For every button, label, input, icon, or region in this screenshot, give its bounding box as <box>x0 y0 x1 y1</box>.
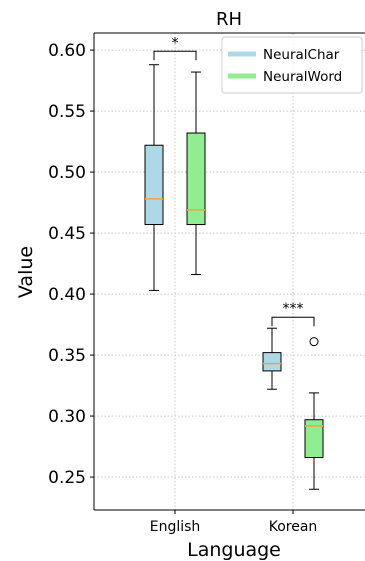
significance-bracket <box>153 50 197 61</box>
significance-label: *** <box>283 301 304 317</box>
y-tick-label: 0.25 <box>48 468 86 488</box>
legend-label-neuralchar: NeuralChar <box>263 47 340 63</box>
y-axis-label: Value <box>15 246 37 298</box>
box-neuralchar-english <box>144 144 164 226</box>
significance-label: * <box>172 35 179 51</box>
significance-bracket <box>271 316 315 327</box>
box-neuralword-korean <box>304 419 324 459</box>
chart-title: RH <box>216 9 242 30</box>
y-tick-label: 0.30 <box>48 407 86 427</box>
box-neuralword-english <box>186 132 206 226</box>
x-axis-label: Language <box>187 539 281 561</box>
y-tick-label: 0.35 <box>48 346 86 366</box>
box-neuralchar-korean <box>262 352 282 372</box>
legend-label-neuralword: NeuralWord <box>263 69 342 85</box>
box-marks: **** <box>144 35 324 490</box>
y-tick-label: 0.40 <box>48 285 86 305</box>
y-tick-label: 0.45 <box>48 224 86 244</box>
y-tick-label: 0.60 <box>48 41 86 61</box>
legend-box <box>221 36 363 94</box>
y-tick-label: 0.55 <box>48 102 86 122</box>
legend: NeuralChar NeuralWord <box>221 36 363 94</box>
axes: 0.25 0.30 0.35 0.40 0.45 0.50 0.55 0.60 English K… <box>48 32 365 535</box>
x-tick-label: English <box>150 519 201 535</box>
grid-lines <box>94 33 365 510</box>
y-tick-label: 0.50 <box>48 163 86 183</box>
outlier-neuralword-korean <box>309 337 319 347</box>
x-tick-label: Korean <box>269 519 318 535</box>
